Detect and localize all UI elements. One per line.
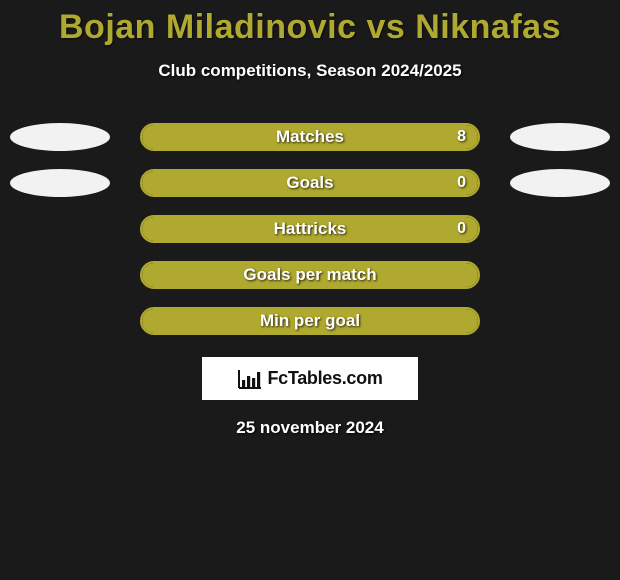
stat-bar: Goals 0 <box>140 169 480 197</box>
player-left-marker <box>10 123 110 151</box>
fctables-logo[interactable]: FcTables.com <box>202 357 418 400</box>
stat-row: Min per goal <box>0 307 620 335</box>
player-right-marker <box>510 123 610 151</box>
bar-chart-icon <box>237 368 263 390</box>
stat-bar: Matches 8 <box>140 123 480 151</box>
stat-value: 8 <box>457 128 466 146</box>
stat-label: Matches <box>276 127 344 147</box>
player-left-marker <box>10 169 110 197</box>
generated-date: 25 november 2024 <box>0 418 620 438</box>
comparison-subtitle: Club competitions, Season 2024/2025 <box>0 61 620 81</box>
stat-label: Min per goal <box>260 311 360 331</box>
stat-label: Goals <box>286 173 333 193</box>
stat-bar: Hattricks 0 <box>140 215 480 243</box>
stat-row: Goals per match <box>0 261 620 289</box>
comparison-title: Bojan Miladinovic vs Niknafas <box>0 8 620 47</box>
stat-row: Hattricks 0 <box>0 215 620 243</box>
stat-row: Goals 0 <box>0 169 620 197</box>
stat-value: 0 <box>457 174 466 192</box>
stat-bar: Goals per match <box>140 261 480 289</box>
logo-text: FcTables.com <box>267 368 382 389</box>
stat-rows: Matches 8 Goals 0 Hattricks 0 Goals per match M… <box>0 123 620 335</box>
stat-label: Hattricks <box>274 219 347 239</box>
stat-value: 0 <box>457 220 466 238</box>
stat-row: Matches 8 <box>0 123 620 151</box>
stat-label: Goals per match <box>243 265 376 285</box>
stat-bar: Min per goal <box>140 307 480 335</box>
player-right-marker <box>510 169 610 197</box>
